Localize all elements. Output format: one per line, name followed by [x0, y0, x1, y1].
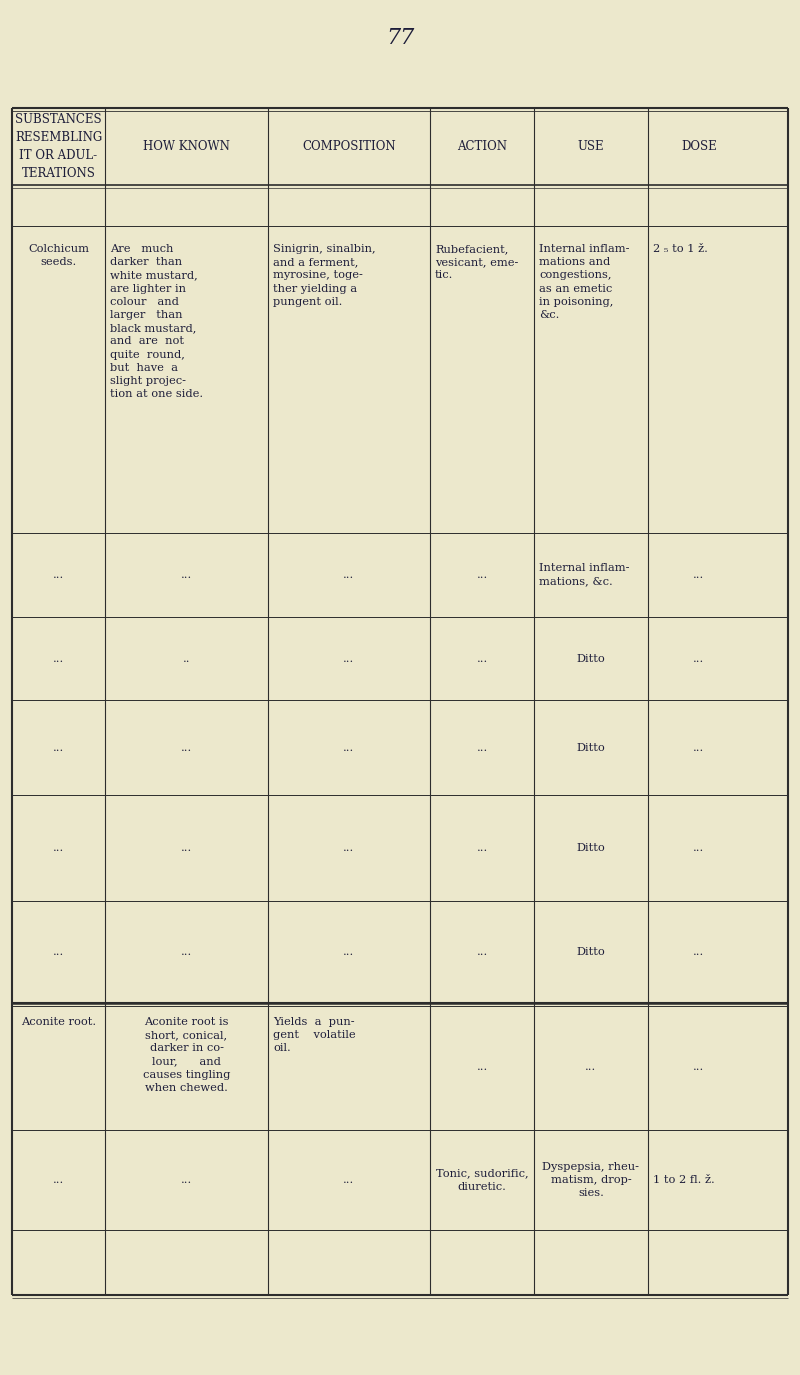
Text: ...: ... — [53, 742, 64, 752]
Text: 1 to 2 fl. ž.: 1 to 2 fl. ž. — [653, 1176, 714, 1185]
Text: Aconite root.: Aconite root. — [21, 1018, 96, 1027]
Text: ...: ... — [476, 947, 488, 957]
Text: SUBSTANCES
RESEMBLING
IT OR ADUL-
TERATIONS: SUBSTANCES RESEMBLING IT OR ADUL- TERATI… — [15, 113, 102, 180]
Text: HOW KNOWN: HOW KNOWN — [143, 140, 230, 153]
Text: ...: ... — [181, 843, 192, 852]
Text: Colchicum
seeds.: Colchicum seeds. — [28, 243, 89, 267]
Text: Internal inflam-
mations, &c.: Internal inflam- mations, &c. — [539, 564, 630, 587]
Text: USE: USE — [578, 140, 604, 153]
Text: ...: ... — [476, 1062, 488, 1071]
Text: Rubefacient,
vesicant, eme-
tic.: Rubefacient, vesicant, eme- tic. — [435, 243, 518, 280]
Text: Dyspepsia, rheu-
matism, drop-
sies.: Dyspepsia, rheu- matism, drop- sies. — [542, 1162, 639, 1198]
Text: ...: ... — [476, 843, 488, 852]
Text: ...: ... — [53, 1176, 64, 1185]
Text: ...: ... — [343, 947, 354, 957]
Text: ...: ... — [343, 1176, 354, 1185]
Text: ...: ... — [476, 653, 488, 664]
Text: Internal inflam-
mations and
congestions,
as an emetic
in poisoning,
&c.: Internal inflam- mations and congestions… — [539, 243, 630, 320]
Text: ...: ... — [343, 653, 354, 664]
Text: ...: ... — [694, 1062, 705, 1071]
Text: Are   much
darker  than
white mustard,
are lighter in
colour   and
larger   than: Are much darker than white mustard, are … — [110, 243, 203, 399]
Text: ...: ... — [694, 843, 705, 852]
Text: ...: ... — [181, 1176, 192, 1185]
Text: ...: ... — [181, 947, 192, 957]
Text: ...: ... — [476, 742, 488, 752]
Text: ...: ... — [53, 843, 64, 852]
Text: ...: ... — [181, 742, 192, 752]
Text: ...: ... — [343, 843, 354, 852]
Text: ...: ... — [181, 571, 192, 580]
Text: Sinigrin, sinalbin,
and a ferment,
myrosine, toge-
ther yielding a
pungent oil.: Sinigrin, sinalbin, and a ferment, myros… — [273, 243, 376, 307]
Text: ...: ... — [694, 653, 705, 664]
Text: Aconite root is
short, conical,
darker in co-
lour,      and
causes tingling
whe: Aconite root is short, conical, darker i… — [143, 1018, 230, 1093]
Text: Ditto: Ditto — [577, 653, 606, 664]
Text: 77: 77 — [386, 28, 414, 50]
Text: DOSE: DOSE — [681, 140, 717, 153]
Text: ...: ... — [694, 742, 705, 752]
Text: ...: ... — [694, 571, 705, 580]
Text: Ditto: Ditto — [577, 843, 606, 852]
Text: COMPOSITION: COMPOSITION — [302, 140, 396, 153]
Text: 2 ₅ to 1 ž.: 2 ₅ to 1 ž. — [653, 243, 708, 254]
Text: ...: ... — [53, 653, 64, 664]
Text: ACTION: ACTION — [457, 140, 507, 153]
Text: Yields  a  pun-
gent    volatile
oil.: Yields a pun- gent volatile oil. — [273, 1018, 356, 1053]
Text: ...: ... — [53, 947, 64, 957]
Text: ...: ... — [586, 1062, 597, 1071]
Text: ...: ... — [694, 947, 705, 957]
Text: ...: ... — [343, 571, 354, 580]
Text: Ditto: Ditto — [577, 742, 606, 752]
Text: Ditto: Ditto — [577, 947, 606, 957]
Text: Tonic, sudorific,
diuretic.: Tonic, sudorific, diuretic. — [436, 1169, 528, 1192]
Text: ...: ... — [53, 571, 64, 580]
Text: ...: ... — [476, 571, 488, 580]
Text: ...: ... — [343, 742, 354, 752]
Text: ..: .. — [182, 653, 190, 664]
